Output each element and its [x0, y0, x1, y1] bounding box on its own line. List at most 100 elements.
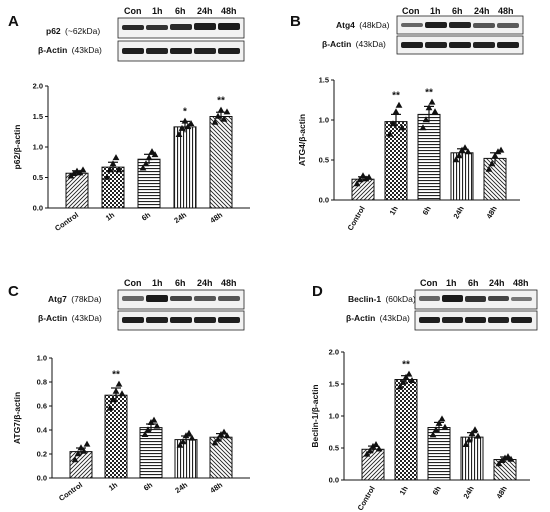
blot-band	[194, 317, 216, 323]
y-tick-label: 2.0	[33, 82, 43, 91]
protein-name: β-Actin	[38, 45, 67, 55]
data-point	[71, 456, 79, 463]
blot-band	[442, 317, 463, 323]
lane-label: Con	[402, 6, 420, 16]
data-point	[389, 120, 397, 127]
data-point	[425, 104, 433, 111]
lane-label: Con	[124, 278, 142, 288]
data-point	[495, 460, 503, 467]
blot-band	[122, 25, 144, 30]
protein-name: β-Actin	[346, 313, 375, 323]
lane-label: 1h	[446, 278, 457, 288]
data-point	[83, 440, 91, 447]
y-tick-label: 0.0	[319, 196, 329, 205]
data-point	[422, 116, 430, 123]
data-point	[185, 429, 193, 436]
data-point	[106, 404, 114, 411]
blot-band	[122, 317, 144, 323]
data-point	[429, 431, 437, 438]
y-tick-label: 2.0	[329, 348, 339, 357]
lane-label: 24h	[197, 6, 213, 16]
lane-label: 48h	[498, 6, 514, 16]
protein-name: Atg7	[48, 294, 67, 304]
protein-kda: (43kDa)	[356, 39, 386, 49]
protein-name: Beclin-1	[348, 294, 381, 304]
blot-band	[425, 22, 447, 28]
bar	[209, 116, 233, 209]
blot-band	[401, 42, 423, 48]
x-tick-label: 6h	[431, 484, 443, 496]
blot-band	[122, 48, 144, 54]
data-point	[461, 144, 469, 151]
data-point	[369, 442, 377, 449]
band-label: β-Actin (43kDa)	[322, 39, 386, 49]
data-point	[211, 118, 219, 125]
band-label: p62 (~62kDa)	[46, 26, 100, 36]
blot-band	[442, 295, 463, 302]
x-tick-label: 1h	[104, 210, 117, 223]
protein-kda: (43kDa)	[72, 45, 102, 55]
data-point	[211, 439, 219, 446]
lane-label: Con	[124, 6, 142, 16]
blot-band	[497, 23, 519, 28]
data-point	[220, 428, 228, 435]
x-tick-label: 48h	[484, 204, 498, 220]
data-point	[150, 416, 158, 423]
band-label: Beclin-1 (60kDa)	[348, 294, 416, 304]
lane-label: 1h	[152, 6, 163, 16]
blot-band	[511, 317, 532, 323]
data-point	[408, 377, 416, 383]
data-point	[432, 426, 440, 433]
data-point	[109, 160, 117, 167]
blot-band	[449, 42, 471, 48]
data-point	[151, 151, 159, 158]
bar	[460, 436, 484, 481]
band-label: β-Actin (43kDa)	[38, 313, 102, 323]
blot-band	[194, 48, 216, 54]
western-blot: Con 1h 6h 24h 48h p62 (~62kDa) β-Actin (…	[38, 6, 245, 62]
lane-label: 6h	[175, 6, 186, 16]
bar	[384, 121, 408, 201]
band-row	[122, 23, 240, 30]
data-point	[141, 431, 149, 437]
data-point	[504, 453, 512, 460]
protein-kda: (78kDa)	[71, 294, 101, 304]
blot-band	[473, 23, 495, 28]
x-tick-label: 1h	[388, 204, 400, 216]
panel-letter: C	[8, 283, 19, 300]
x-tick-label: Control	[356, 485, 377, 512]
blot-band	[146, 48, 168, 54]
bar	[173, 126, 197, 209]
y-axis-label: p62/β-actin	[12, 125, 22, 170]
y-axis-label: Beclin-1/β-actin	[310, 384, 320, 447]
data-point	[372, 441, 380, 447]
y-axis-label: ATG4/β-actin	[297, 114, 307, 166]
blot-band	[465, 296, 486, 302]
y-axis-label: ATG7/β-actin	[12, 392, 22, 444]
x-tick-label: Control	[346, 205, 367, 233]
significance-mark: **	[392, 91, 400, 102]
y-tick-label: 0.0	[329, 476, 339, 485]
lane-label: 24h	[489, 278, 505, 288]
band-label: Atg4 (48kDa)	[336, 20, 390, 30]
protein-kda: (60kDa)	[385, 294, 415, 304]
data-point	[79, 166, 87, 173]
lane-label: 6h	[452, 6, 463, 16]
band-label: β-Actin (43kDa)	[38, 45, 102, 55]
data-point	[142, 160, 150, 167]
lane-label: 48h	[221, 6, 237, 16]
data-point	[103, 173, 111, 180]
data-point	[497, 146, 505, 153]
data-point	[468, 430, 476, 437]
data-point	[398, 124, 406, 131]
blot-band	[218, 317, 240, 323]
x-tick-label: 24h	[461, 484, 475, 500]
bar-chart: 0.0 0.5 1.0 1.5 ATG4/β-actin Control ** 1h ** 6h 2…	[297, 76, 520, 232]
data-point	[399, 378, 407, 385]
data-point	[402, 373, 410, 380]
blot-band	[401, 23, 423, 27]
data-point	[115, 166, 123, 173]
band-label: β-Actin (43kDa)	[346, 313, 410, 323]
data-point	[223, 108, 231, 115]
protein-kda: (48kDa)	[359, 20, 389, 30]
